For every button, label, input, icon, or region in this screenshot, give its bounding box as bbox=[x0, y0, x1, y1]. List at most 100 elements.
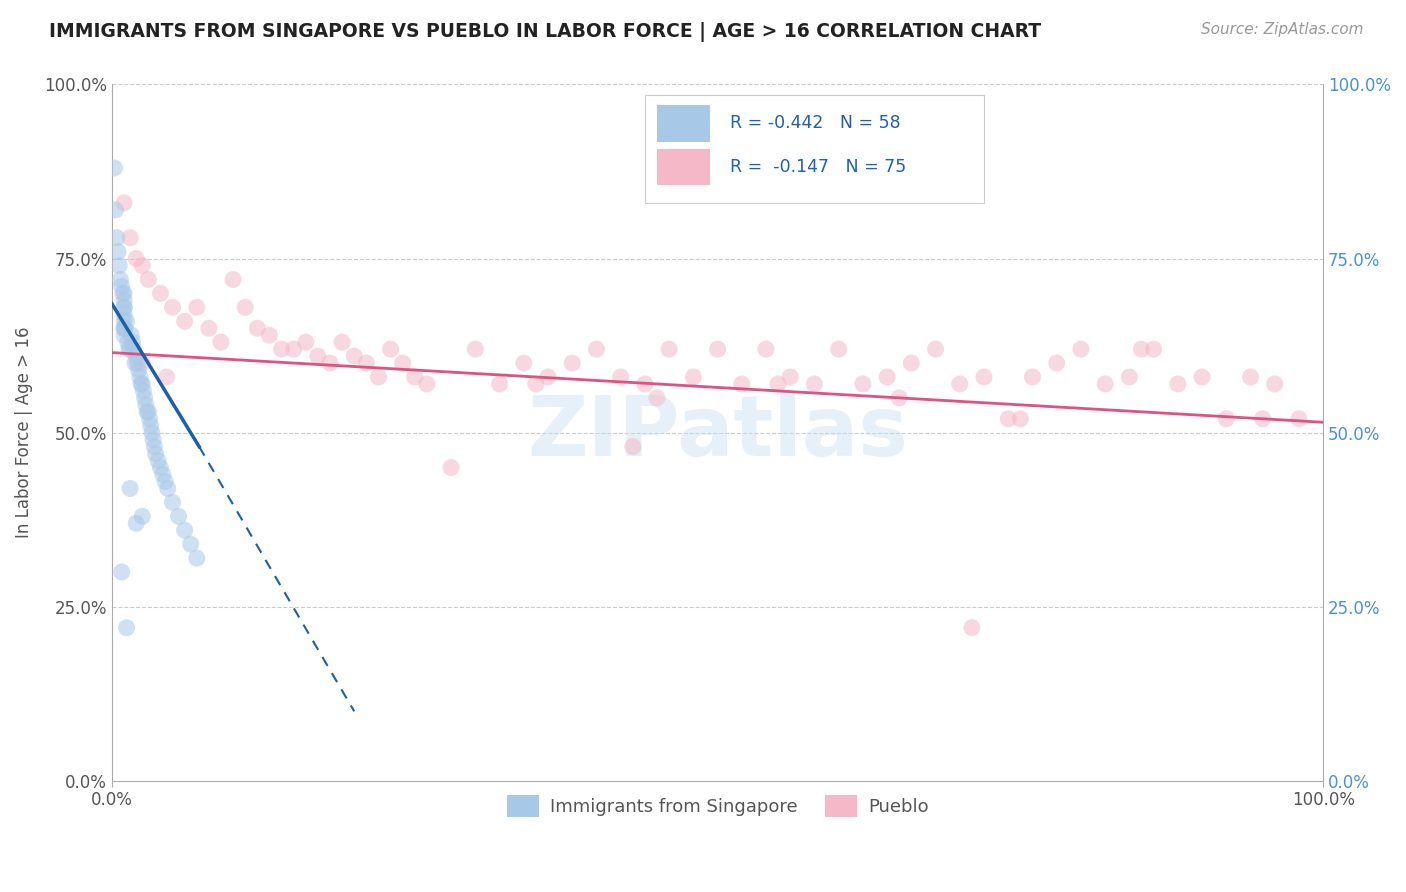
Point bbox=[127, 356, 149, 370]
Point bbox=[585, 342, 607, 356]
Point bbox=[120, 328, 142, 343]
Point bbox=[131, 259, 153, 273]
Point bbox=[1191, 370, 1213, 384]
Point bbox=[222, 272, 245, 286]
Point bbox=[1239, 370, 1261, 384]
Point bbox=[128, 363, 150, 377]
Point bbox=[609, 370, 631, 384]
Point bbox=[186, 551, 208, 566]
Point bbox=[621, 440, 644, 454]
Point bbox=[131, 376, 153, 391]
Point bbox=[464, 342, 486, 356]
Point bbox=[135, 398, 157, 412]
Point bbox=[960, 621, 983, 635]
Point bbox=[779, 370, 801, 384]
Point bbox=[682, 370, 704, 384]
Point bbox=[103, 161, 125, 175]
Point bbox=[124, 356, 146, 370]
Point bbox=[731, 376, 754, 391]
Point bbox=[125, 516, 148, 531]
Point bbox=[645, 391, 668, 405]
Point bbox=[513, 356, 536, 370]
Point bbox=[136, 405, 159, 419]
Point bbox=[112, 328, 135, 343]
Point bbox=[139, 418, 162, 433]
Point bbox=[120, 230, 142, 244]
Y-axis label: In Labor Force | Age > 16: In Labor Force | Age > 16 bbox=[15, 327, 32, 539]
Point bbox=[112, 293, 135, 308]
Point bbox=[112, 301, 135, 315]
Point bbox=[889, 391, 911, 405]
Point bbox=[145, 447, 167, 461]
Point bbox=[115, 621, 138, 635]
Point bbox=[488, 376, 510, 391]
Point bbox=[112, 321, 135, 335]
Point bbox=[198, 321, 221, 335]
Point bbox=[118, 342, 141, 356]
Point bbox=[1251, 411, 1274, 425]
Point bbox=[122, 342, 145, 356]
Point bbox=[755, 342, 778, 356]
Point bbox=[259, 328, 281, 343]
Point bbox=[112, 195, 135, 210]
Point bbox=[1142, 342, 1164, 356]
Point bbox=[233, 301, 256, 315]
Text: R = -0.442   N = 58: R = -0.442 N = 58 bbox=[730, 114, 900, 132]
Point bbox=[367, 370, 389, 384]
Point bbox=[125, 349, 148, 363]
Point bbox=[141, 425, 163, 440]
Point bbox=[112, 307, 135, 321]
Point bbox=[1288, 411, 1310, 425]
Point bbox=[167, 509, 190, 524]
Point bbox=[973, 370, 995, 384]
Point bbox=[131, 509, 153, 524]
Point bbox=[1010, 411, 1032, 425]
Point bbox=[107, 244, 129, 259]
Point bbox=[115, 314, 138, 328]
Point bbox=[561, 356, 583, 370]
Point bbox=[524, 376, 547, 391]
Point bbox=[111, 565, 134, 579]
Point bbox=[125, 252, 148, 266]
Point bbox=[1070, 342, 1092, 356]
Point bbox=[1264, 376, 1286, 391]
Point bbox=[117, 335, 139, 350]
Point bbox=[104, 202, 127, 217]
Point bbox=[634, 376, 657, 391]
Point bbox=[330, 335, 353, 350]
Point bbox=[852, 376, 875, 391]
Point bbox=[1167, 376, 1189, 391]
Point bbox=[162, 301, 184, 315]
Point bbox=[180, 537, 202, 551]
Point bbox=[270, 342, 292, 356]
Point bbox=[132, 384, 155, 398]
Point bbox=[307, 349, 329, 363]
Point bbox=[827, 342, 849, 356]
Text: IMMIGRANTS FROM SINGAPORE VS PUEBLO IN LABOR FORCE | AGE > 16 CORRELATION CHART: IMMIGRANTS FROM SINGAPORE VS PUEBLO IN L… bbox=[49, 22, 1042, 42]
Point bbox=[173, 523, 195, 537]
Point bbox=[155, 475, 177, 489]
Point bbox=[129, 376, 152, 391]
Point bbox=[803, 376, 825, 391]
Text: R =  -0.147   N = 75: R = -0.147 N = 75 bbox=[730, 159, 905, 177]
Point bbox=[537, 370, 560, 384]
Point bbox=[105, 230, 128, 244]
Point bbox=[173, 314, 195, 328]
Point bbox=[343, 349, 366, 363]
Text: Source: ZipAtlas.com: Source: ZipAtlas.com bbox=[1201, 22, 1364, 37]
Point bbox=[110, 272, 132, 286]
Point bbox=[294, 335, 316, 350]
Point bbox=[658, 342, 681, 356]
Point bbox=[1215, 411, 1237, 425]
Point bbox=[146, 453, 169, 467]
Point bbox=[156, 482, 179, 496]
Point bbox=[138, 411, 160, 425]
Point bbox=[876, 370, 898, 384]
Point bbox=[121, 335, 143, 350]
Point bbox=[134, 391, 156, 405]
Point bbox=[186, 301, 208, 315]
Point bbox=[162, 495, 184, 509]
Point bbox=[380, 342, 402, 356]
Point bbox=[1094, 376, 1116, 391]
Point bbox=[112, 321, 135, 335]
